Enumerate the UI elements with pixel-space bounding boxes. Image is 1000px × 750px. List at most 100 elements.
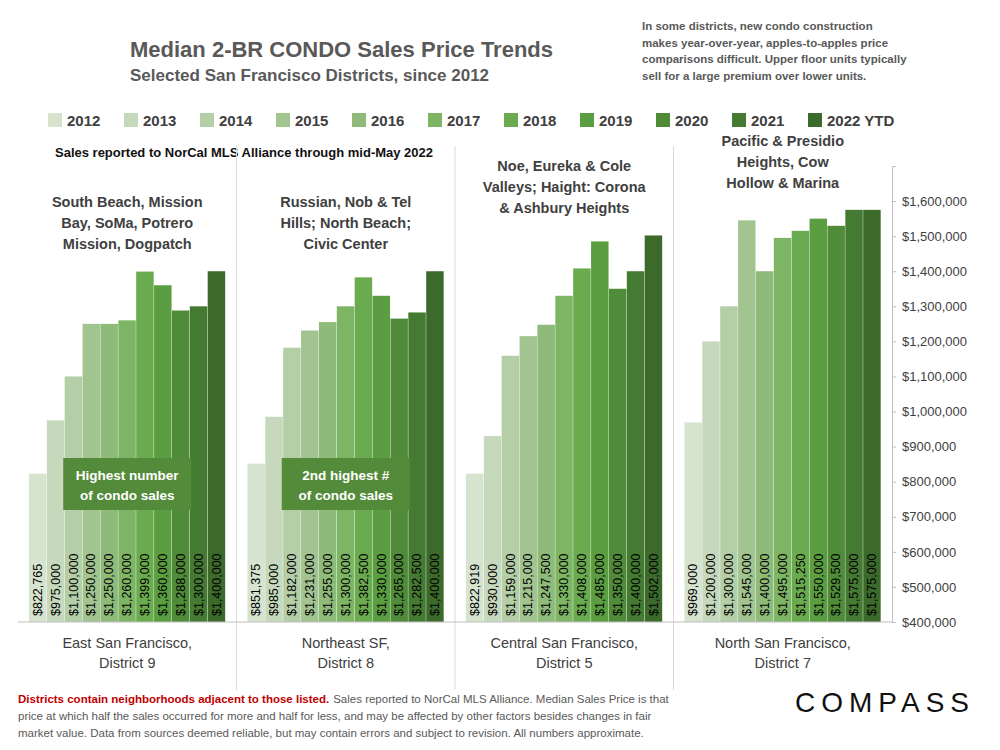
note-line: sell for a large premium over lower unit… [642,70,866,82]
footer-line: Districts contain neighborhoods adjacent… [18,693,670,705]
y-tick-mark [892,552,896,553]
footer: Districts contain neighborhoods adjacent… [18,693,670,739]
bar [466,474,483,622]
data-label: $1,485,000 [593,553,607,616]
legend-swatch [200,113,214,127]
group-label: South Beach, MissionBay, SoMa, PotreroMi… [52,194,203,252]
y-tick: $800,000 [892,474,956,489]
y-tick-label: $1,400,000 [902,264,967,279]
bar [247,464,264,622]
bar [792,231,809,622]
data-label: $985,000 [267,564,281,616]
legend-label: 2013 [143,112,176,129]
group-separator [455,146,456,690]
callout-text: Highest number of condo sales [76,468,180,503]
data-label: $1,545,000 [740,553,754,616]
y-tick-label: $700,000 [902,509,956,524]
callout-line: of condo sales [80,488,175,503]
data-label: $1,247,500 [539,553,553,616]
bar [774,238,791,622]
data-label: $1,300,000 [722,553,736,616]
y-tick: $1,400,000 [892,264,967,279]
callout-box [63,458,191,510]
data-label: $1,408,000 [575,553,589,616]
y-tick: $1,600,000 [892,194,967,209]
y-tick-mark [892,482,896,483]
category-label-line: East San Francisco, [62,635,192,651]
legend-swatch [504,113,518,127]
bar-series [172,226,845,622]
category-label-line: North San Francisco, [715,635,851,651]
data-label: $851,375 [249,564,263,616]
callout-box [282,458,410,510]
group-label-line: & Ashbury Heights [499,200,629,216]
y-tick-label: $1,500,000 [902,229,967,244]
category-label: East San Francisco,District 9 [62,635,192,671]
y-tick-label: $800,000 [902,474,956,489]
data-label: $1,360,000 [156,553,170,616]
bar-series [100,271,773,622]
data-labels: $822,765$851,375$822,919$969,000$975,000… [31,553,879,616]
data-label: $1,288,000 [174,553,188,616]
bar [537,325,554,622]
note-line: In some districts, new condo constructio… [642,20,873,32]
data-label: $1,330,000 [557,553,571,616]
legend-swatch [352,113,366,127]
legend-swatch [48,113,62,127]
y-tick-mark [892,201,896,202]
group-label-line: Heights, Cow [737,154,830,170]
bar-series [190,210,863,622]
y-tick-mark [892,306,896,307]
data-label: $1,282,500 [410,553,424,616]
data-label: $1,250,000 [102,553,116,616]
bars [29,210,881,622]
group-label-line: South Beach, Mission [52,194,203,210]
category-label-line: District 7 [755,655,811,671]
y-tick-mark [892,271,896,272]
category-label-line: District 8 [318,655,374,671]
chart-title: Median 2-BR CONDO Sales Price Trends [130,37,553,62]
bar [426,271,443,622]
legend-label: 2019 [599,112,632,129]
data-label: $1,515,250 [794,553,808,616]
bar [520,336,537,622]
category-label-line: Northeast SF, [302,635,390,651]
bar [720,306,737,622]
group-label-line: Noe, Eureka & Cole [497,158,631,174]
legend: 2012201320142015201620172018201920202021… [48,112,894,129]
callout-text: 2nd highest #of condo sales [298,468,393,503]
group-label-line: Pacific & Presidio [722,133,845,149]
bar [702,341,719,622]
group-label-line: Bay, SoMa, Potrero [61,215,193,231]
bar [502,356,519,622]
data-label: $822,919 [468,564,482,616]
callout-line: Highest number [76,468,180,483]
legend-label: 2012 [67,112,100,129]
group-label-line: Russian, Nob & Tel [280,194,411,210]
bar [863,210,880,622]
data-label: $1,575,000 [847,553,861,616]
y-tick-label: $600,000 [902,545,956,560]
category-label-line: Central San Francisco, [491,635,638,651]
callout-line: 2nd highest # [302,468,390,483]
data-label: $1,250,000 [84,553,98,616]
data-label: $1,400,000 [629,553,643,616]
note: In some districts, new condo constructio… [642,20,907,82]
y-tick-label: $900,000 [902,439,956,454]
y-tick-mark [892,622,896,623]
group-label-line: Civic Center [303,236,388,252]
y-tick-mark [892,341,896,342]
group-label-line: Hills; North Beach; [280,215,411,231]
bar-series [208,210,881,622]
y-tick-label: $1,600,000 [902,194,967,209]
bar [591,241,608,622]
bar-series [136,231,809,622]
y-tick: $700,000 [892,509,956,524]
legend-label: 2016 [371,112,404,129]
bar [609,289,626,622]
y-tick-label: $400,000 [902,615,956,630]
bar [845,210,862,622]
chart-container: Median 2-BR CONDO Sales Price TrendsSele… [0,0,1000,750]
data-label: $1,350,000 [611,553,625,616]
data-label: $1,550,000 [812,553,826,616]
